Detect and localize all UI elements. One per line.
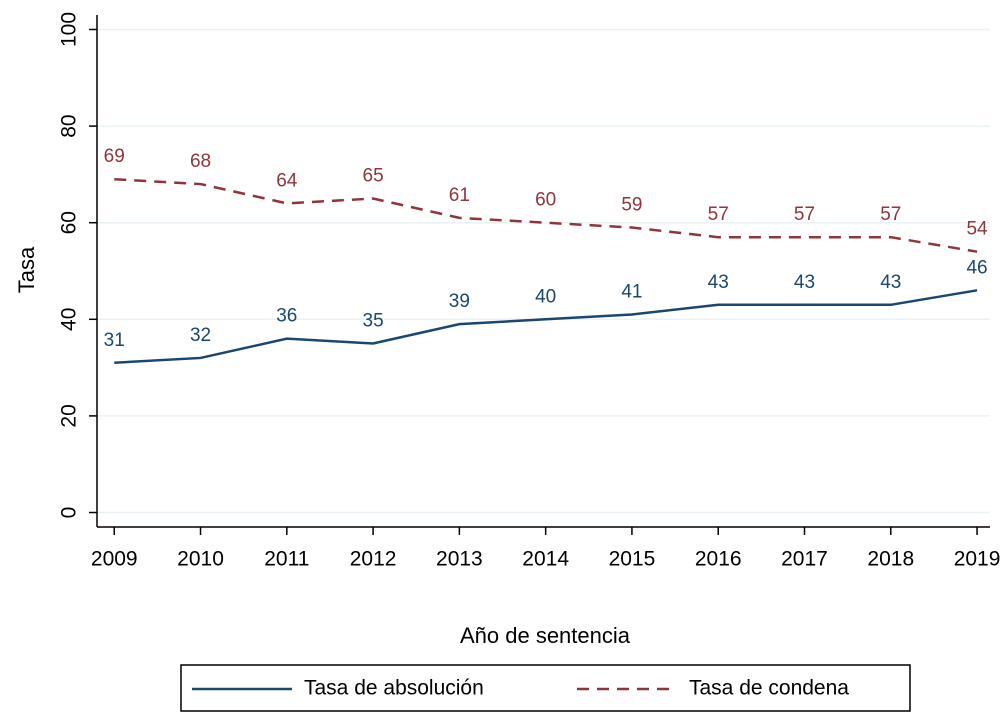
data-label: 69: [104, 146, 125, 167]
series-line: [114, 289, 978, 365]
data-label: 57: [880, 204, 901, 225]
data-label: 68: [190, 151, 211, 172]
series-line: [114, 177, 978, 253]
y-tick-label: 80: [58, 114, 81, 137]
data-label: 40: [535, 286, 556, 307]
x-axis-title: Año de sentencia: [460, 623, 631, 648]
data-label: 57: [708, 204, 729, 225]
x-tick-label: 2012: [350, 548, 397, 571]
x-tick-label: 2011: [264, 548, 309, 571]
x-tick-label: 2013: [436, 548, 483, 571]
x-tick-label: 2017: [781, 548, 828, 571]
data-label: 43: [794, 272, 815, 293]
x-tick-label: 2016: [695, 548, 742, 571]
y-axis-title: Tasa: [14, 246, 39, 293]
legend-box: [180, 664, 911, 712]
x-tick-label: 2015: [609, 548, 656, 571]
data-label: 57: [794, 204, 815, 225]
legend-label: Tasa de absolución: [304, 677, 484, 700]
data-label: 46: [966, 257, 987, 278]
data-label: 36: [276, 306, 297, 327]
data-label: 31: [104, 330, 125, 351]
data-label: 43: [708, 272, 729, 293]
data-label: 60: [535, 190, 556, 211]
data-label: 35: [363, 310, 384, 331]
y-tick-label: 20: [58, 404, 81, 427]
y-tick-label: 60: [58, 211, 81, 234]
data-label: 43: [880, 272, 901, 293]
x-tick-label: 2018: [867, 548, 914, 571]
data-label: 39: [449, 291, 470, 312]
data-label: 65: [363, 166, 384, 187]
y-tick-label: 100: [58, 12, 81, 47]
data-label: 61: [449, 185, 470, 206]
x-tick-label: 2010: [177, 548, 224, 571]
x-tick-label: 2014: [522, 548, 569, 571]
y-tick-label: 0: [58, 507, 81, 519]
data-label: 64: [276, 170, 298, 191]
x-tick-label: 2019: [954, 548, 1001, 571]
x-tick-label: 2009: [91, 548, 138, 571]
data-label: 54: [966, 219, 988, 240]
data-label: 59: [621, 195, 642, 216]
data-label: 32: [190, 325, 211, 346]
legend-label: Tasa de condena: [689, 677, 849, 700]
data-label: 41: [621, 281, 642, 302]
y-tick-label: 40: [58, 308, 81, 331]
